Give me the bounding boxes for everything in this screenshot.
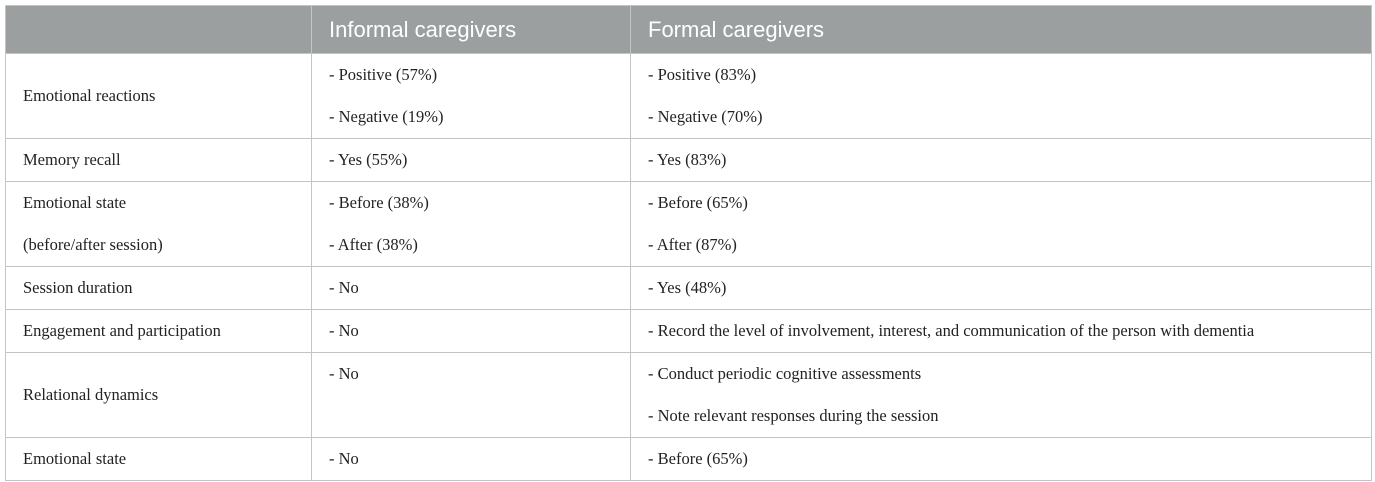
- informal-cell: - No: [311, 266, 631, 310]
- informal-cell: - Before (38%) - After (38%): [311, 181, 631, 267]
- cell-line: Emotional state: [23, 193, 127, 212]
- label-cell: Session duration: [5, 266, 312, 310]
- formal-cell: - Positive (83%) - Negative (70%): [630, 53, 1372, 139]
- cell-line: - Conduct periodic cognitive assessments: [648, 364, 922, 383]
- cell-line: - Before (38%): [329, 193, 429, 212]
- header-row: Informal caregivers Formal caregivers: [5, 5, 1372, 54]
- label-cell: Emotional state: [5, 437, 312, 481]
- cell-line: - No: [329, 278, 359, 297]
- cell-line: - Before (65%): [648, 193, 748, 212]
- label-cell: Emotional state (before/after session): [5, 181, 312, 267]
- informal-cell: - No: [311, 309, 631, 353]
- cell-line: Emotional state: [23, 449, 127, 468]
- informal-cell: - No: [311, 352, 631, 438]
- formal-cell: - Record the level of involvement, inter…: [630, 309, 1372, 353]
- cell-line: Emotional reactions: [23, 86, 156, 105]
- table-row: Emotional state - No - Before (65%): [5, 437, 1372, 481]
- cell-line: - Note relevant responses during the ses…: [648, 406, 939, 425]
- informal-cell: - Yes (55%): [311, 138, 631, 182]
- formal-cell: - Before (65%): [630, 437, 1372, 481]
- formal-cell: - Conduct periodic cognitive assessments…: [630, 352, 1372, 438]
- informal-cell: - Positive (57%) - Negative (19%): [311, 53, 631, 139]
- cell-line: - Negative (70%): [648, 107, 763, 126]
- informal-cell: - No: [311, 437, 631, 481]
- table-row: Relational dynamics - No - Conduct periodi…: [5, 352, 1372, 438]
- table-row: Emotional reactions - Positive (57%) - Neg…: [5, 53, 1372, 139]
- table-row: Emotional state (before/after session) - B…: [5, 181, 1372, 267]
- cell-line: Memory recall: [23, 150, 121, 169]
- cell-line: - Positive (57%): [329, 65, 438, 84]
- cell-line: - Before (65%): [648, 449, 748, 468]
- formal-cell: - Yes (83%): [630, 138, 1372, 182]
- table-body: Emotional reactions - Positive (57%) - Neg…: [5, 53, 1372, 481]
- label-cell: Emotional reactions: [5, 53, 312, 139]
- header-cell: [5, 5, 312, 54]
- table-row: Session duration - No - Yes (48%): [5, 266, 1372, 310]
- cell-line: - No: [329, 364, 359, 383]
- label-cell: Relational dynamics: [5, 352, 312, 438]
- cell-line: - No: [329, 449, 359, 468]
- header-cell: Formal caregivers: [630, 5, 1372, 54]
- cell-line: - Yes (48%): [648, 278, 727, 297]
- cell-line: - After (38%): [329, 235, 418, 254]
- cell-line: Relational dynamics: [23, 385, 159, 404]
- cell-line: - Positive (83%): [648, 65, 757, 84]
- cell-line: - No: [329, 321, 359, 340]
- cell-line: Engagement and participation: [23, 321, 221, 340]
- cell-line: - Yes (83%): [648, 150, 727, 169]
- comparison-table: Informal caregivers Formal caregivers Em…: [5, 5, 1372, 481]
- cell-line: Session duration: [23, 278, 133, 297]
- table-row: Engagement and participation - No - Record…: [5, 309, 1372, 353]
- formal-cell: - Yes (48%): [630, 266, 1372, 310]
- cell-line: - Yes (55%): [329, 150, 408, 169]
- cell-line: - After (87%): [648, 235, 737, 254]
- table-row: Memory recall - Yes (55%) - Yes (83%): [5, 138, 1372, 182]
- label-cell: Engagement and participation: [5, 309, 312, 353]
- cell-line: (before/after session): [23, 235, 163, 254]
- header-cell: Informal caregivers: [311, 5, 631, 54]
- label-cell: Memory recall: [5, 138, 312, 182]
- cell-line: - Negative (19%): [329, 107, 444, 126]
- cell-line: - Record the level of involvement, inter…: [648, 321, 1255, 340]
- formal-cell: - Before (65%) - After (87%): [630, 181, 1372, 267]
